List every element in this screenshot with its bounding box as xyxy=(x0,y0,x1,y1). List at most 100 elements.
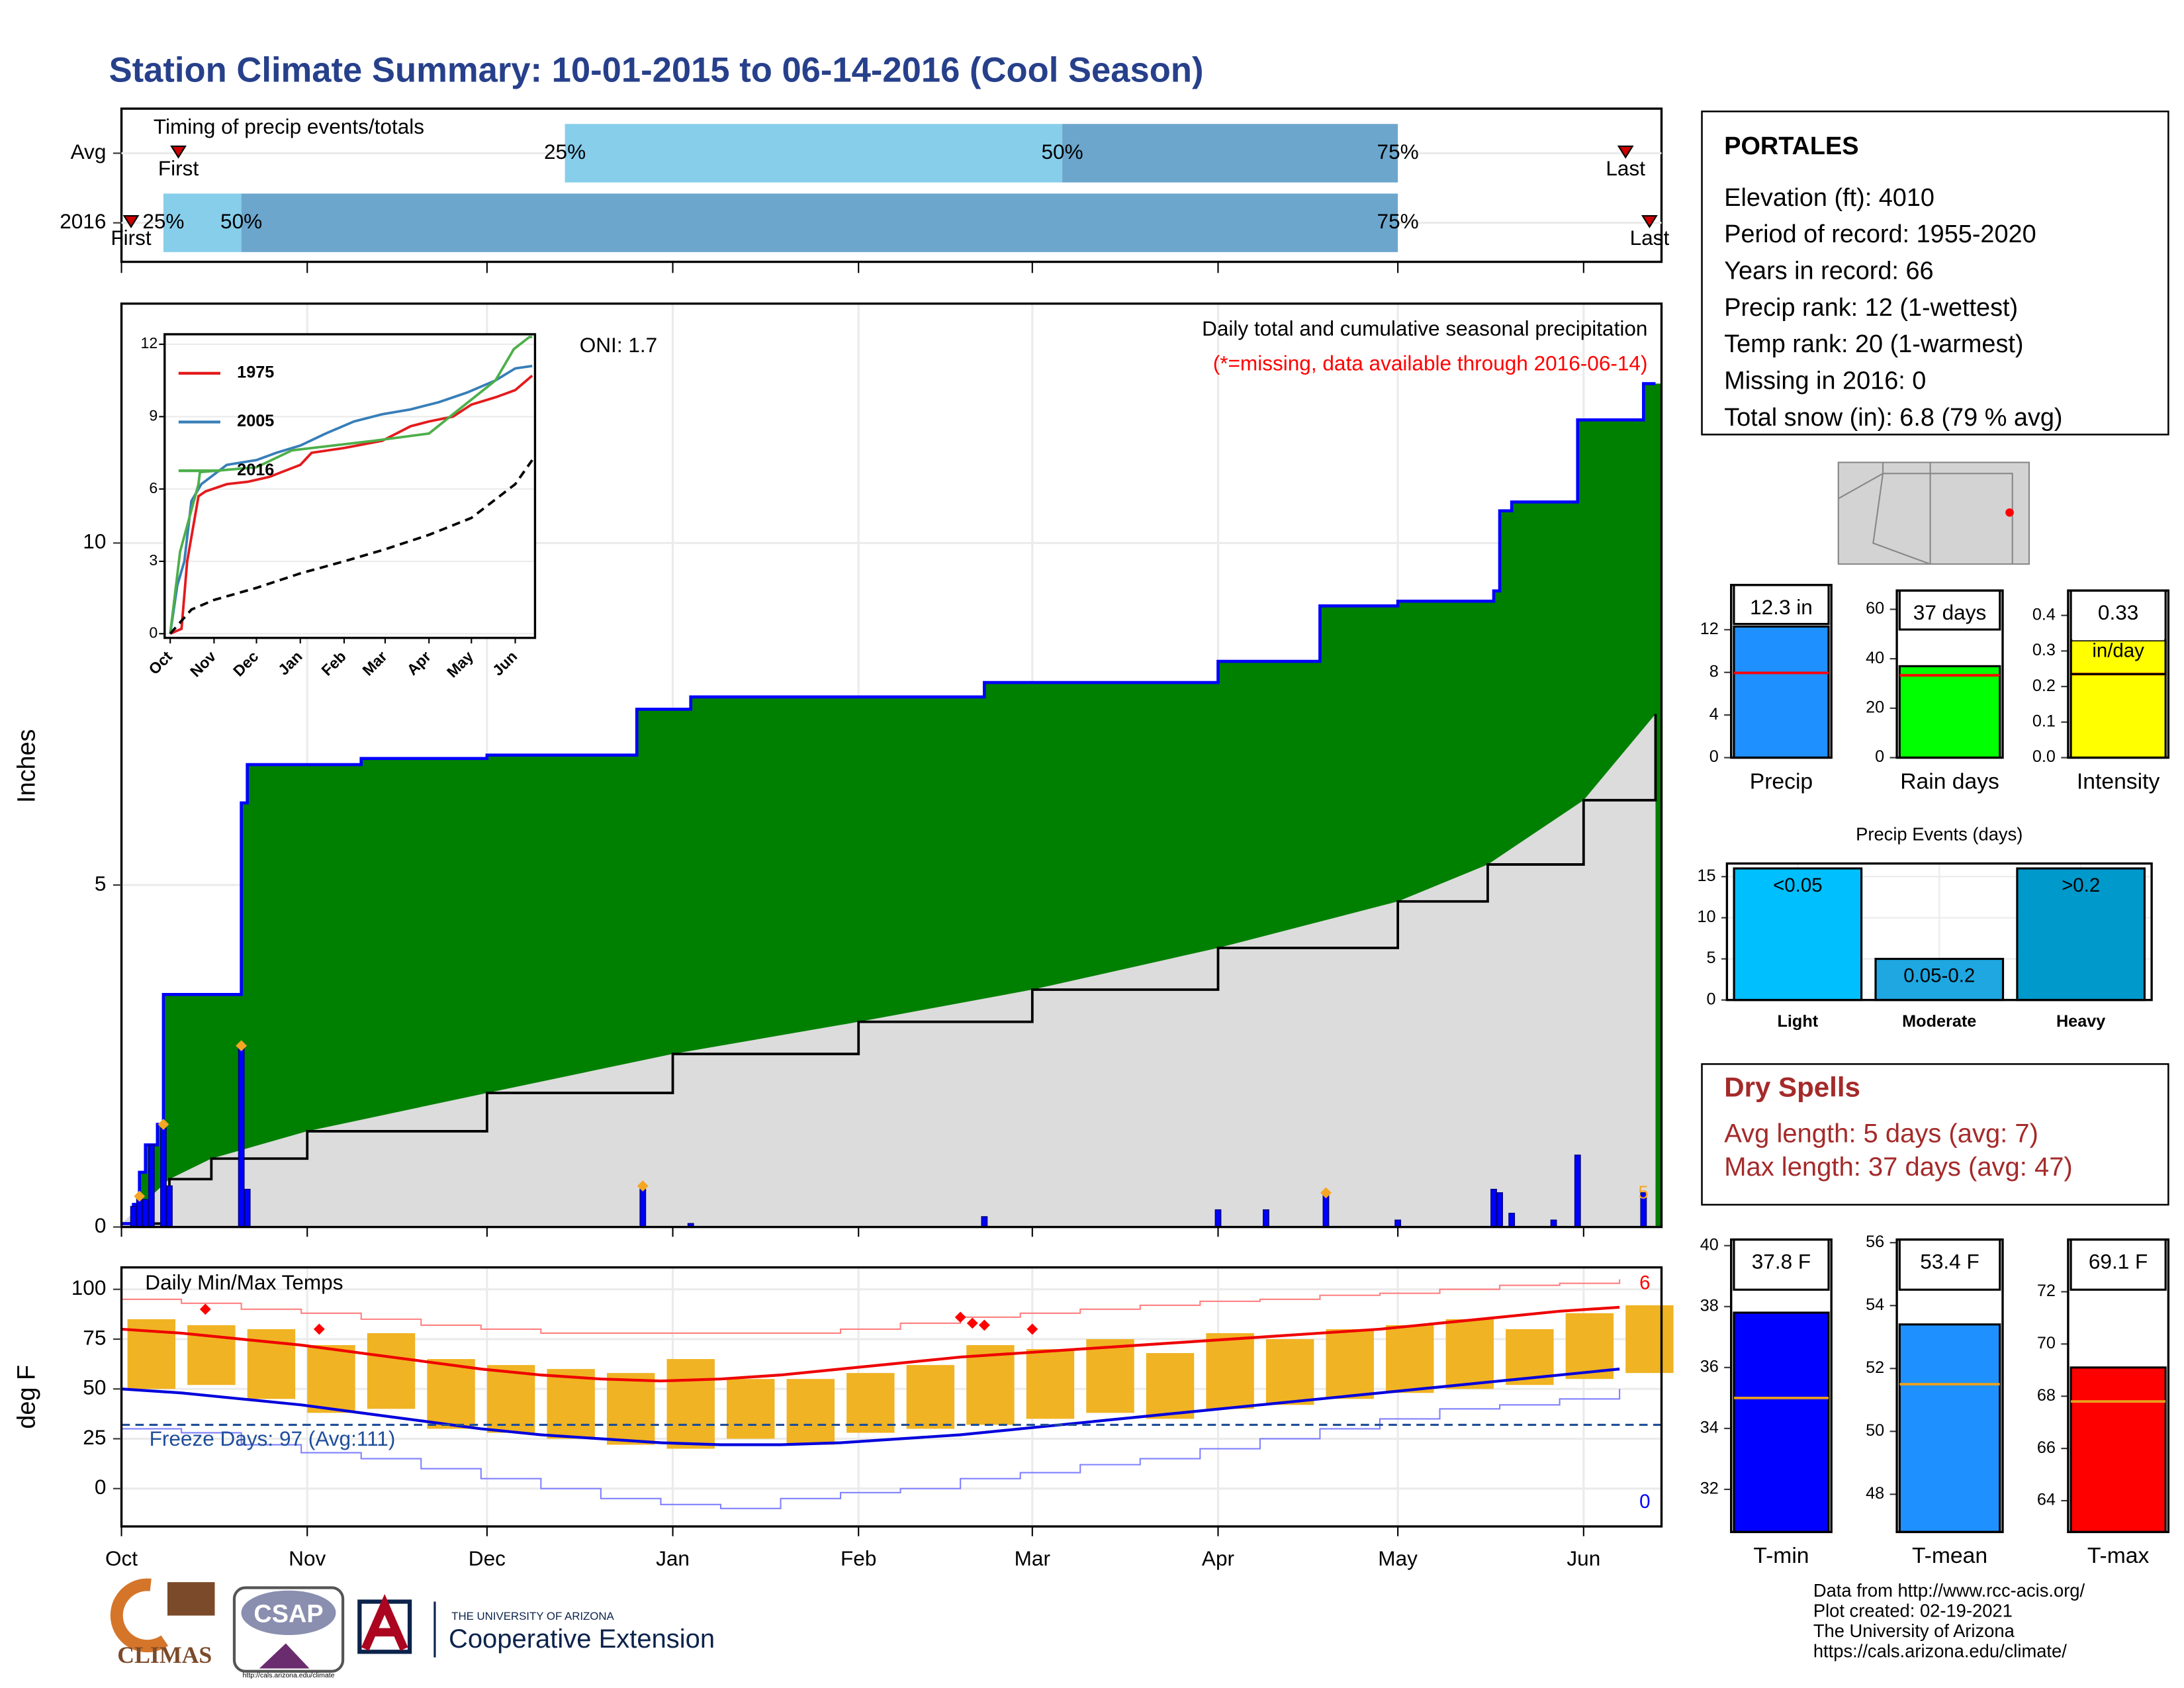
y-tick-label: 5 xyxy=(1707,949,1716,967)
y-tick-label: 52 xyxy=(1866,1358,1884,1377)
temp-bar xyxy=(1146,1353,1195,1419)
y-tick-label: 70 xyxy=(2037,1334,2056,1352)
y-tick-label: 56 xyxy=(1866,1233,1884,1251)
daily-bar xyxy=(130,1205,137,1228)
station-info: Missing in 2016: 0 xyxy=(1724,367,1926,395)
inset-bg xyxy=(164,334,535,638)
panel-frame xyxy=(2067,1238,2170,1534)
y-tick-label: 68 xyxy=(2037,1386,2056,1405)
cumulative-line xyxy=(121,382,1656,1225)
temp-bar xyxy=(1086,1338,1134,1413)
quartile-bar xyxy=(1062,124,1398,183)
station-info: Temp rank: 20 (1-warmest) xyxy=(1724,330,2023,358)
panel-frame xyxy=(120,1266,1663,1528)
logo-text: THE UNIVERSITY OF ARIZONA xyxy=(451,1610,614,1622)
daily-bar xyxy=(142,1199,149,1228)
value-label: 37.8 F xyxy=(1752,1250,1811,1274)
y-tick-label: 9 xyxy=(149,407,158,424)
bar xyxy=(1898,665,2001,759)
panel-frame xyxy=(1895,589,2004,759)
station-info: Years in record: 66 xyxy=(1724,258,1933,285)
station-info: Period of record: 1955-2020 xyxy=(1724,220,2036,248)
temp-bar xyxy=(906,1365,955,1429)
daily-bar xyxy=(244,1188,251,1228)
x-tick-label: Nov xyxy=(289,1546,326,1570)
y-tick-label: 54 xyxy=(1866,1295,1884,1314)
y-tick-label: Avg xyxy=(71,140,107,164)
bar xyxy=(1733,625,1830,759)
daily-bar xyxy=(1508,1213,1516,1228)
station-info: Total snow (in): 6.8 (79 % avg) xyxy=(1724,404,2062,432)
panel-frame xyxy=(163,333,537,639)
panel-frame xyxy=(2067,589,2170,759)
temp-bar xyxy=(307,1345,355,1413)
y-tick-label: 34 xyxy=(1700,1419,1719,1437)
panel-frame xyxy=(1730,583,1833,759)
locator-map xyxy=(1837,461,2030,565)
y-tick-label: 0 xyxy=(95,1475,107,1499)
value-box xyxy=(2070,1238,2167,1291)
panel-frame xyxy=(1725,862,2153,1002)
x-tick-label: Jun xyxy=(1567,1546,1600,1570)
temp-bar xyxy=(1386,1325,1434,1393)
y-tick-label: 100 xyxy=(71,1276,107,1299)
bin-label: <0.05 xyxy=(1773,874,1823,896)
panel-title: Timing of precip events/totals xyxy=(154,115,424,138)
dry-spells-info: Max length: 37 days (avg: 47) xyxy=(1724,1152,2073,1182)
quartile-bar xyxy=(241,193,1398,252)
legend-label: 2016 xyxy=(237,461,274,479)
y-tick-label: 15 xyxy=(1697,867,1715,885)
category-label: T-mean xyxy=(1912,1544,1987,1568)
panel-frame xyxy=(120,302,1663,1229)
record-max-line xyxy=(121,1279,1621,1334)
daily-bar xyxy=(1574,1154,1581,1228)
timing-marker xyxy=(170,145,187,159)
x-tick-label: Feb xyxy=(841,1546,876,1570)
value-box xyxy=(1898,589,2001,631)
temp-bar xyxy=(1625,1305,1674,1374)
daily-bar xyxy=(238,1046,245,1228)
y-tick-label: 0.2 xyxy=(2032,677,2056,695)
category-label: Intensity xyxy=(2077,769,2160,794)
value-label: 0.33 xyxy=(2098,600,2138,624)
inset-line xyxy=(169,375,533,635)
y-tick-label: 50 xyxy=(1866,1421,1884,1440)
x-tick-label: Apr xyxy=(1202,1546,1234,1570)
timing-label: Last xyxy=(1630,226,1670,250)
y-tick-label: 5 xyxy=(95,871,107,895)
quartile-label: 25% xyxy=(544,140,586,164)
timing-label: Last xyxy=(1606,156,1645,180)
bar xyxy=(1733,867,1863,1002)
y-tick-label: 40 xyxy=(1866,649,1884,667)
daily-bar xyxy=(981,1216,988,1228)
y-tick-label: 0.3 xyxy=(2032,641,2056,659)
y-tick-label: 0.1 xyxy=(2032,712,2056,731)
category-label: Precip xyxy=(1750,769,1813,794)
y-tick-label: 10 xyxy=(83,530,106,553)
x-tick-label: Oct xyxy=(105,1546,138,1570)
y-tick-label: 4 xyxy=(1709,705,1719,724)
y-tick-label: 0 xyxy=(1709,747,1719,766)
bin-label: >0.2 xyxy=(2062,874,2100,896)
category-label: Rain days xyxy=(1900,769,1999,794)
x-tick-label: Dec xyxy=(469,1546,506,1570)
y-tick-label: 20 xyxy=(1866,698,1884,717)
value-label: 12.3 in xyxy=(1750,595,1813,619)
station-name: PORTALES xyxy=(1724,132,1858,160)
quartile-label: 25% xyxy=(142,209,184,233)
daily-bar xyxy=(166,1185,173,1228)
value-label: 53.4 F xyxy=(1920,1250,1979,1274)
timing-marker xyxy=(1617,145,1634,159)
timing-label: First xyxy=(111,226,152,250)
marker xyxy=(1320,1187,1332,1199)
timing-marker xyxy=(1641,215,1658,228)
y-tick-label: 36 xyxy=(1700,1357,1719,1376)
x-tick-label: Mar xyxy=(1015,1546,1050,1570)
daily-bar xyxy=(148,1144,155,1228)
station-info: Precip rank: 12 (1-wettest) xyxy=(1724,294,2018,322)
quartile-bar xyxy=(163,193,242,252)
y-axis-label: Inches xyxy=(13,729,41,803)
panel-frame xyxy=(120,107,1663,263)
